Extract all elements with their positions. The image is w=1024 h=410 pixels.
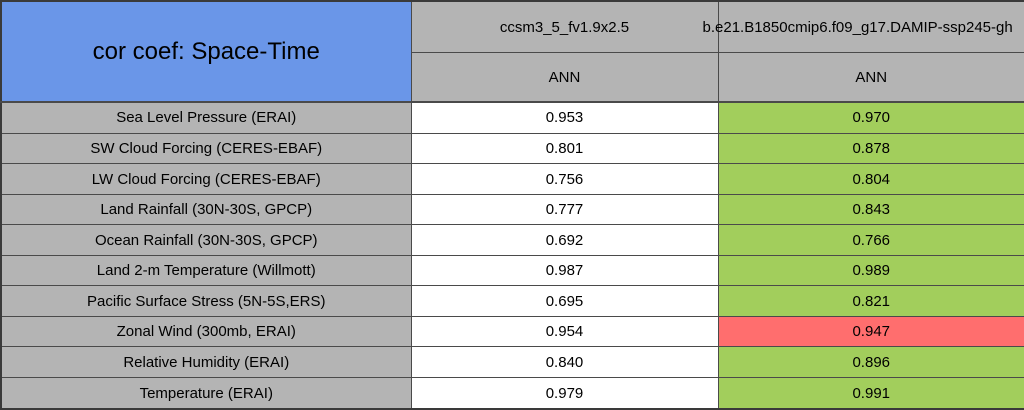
metric-value-cell: 0.804 [717,163,1024,195]
table-row: Zonal Wind (300mb, ERAI) 0.954 0.947 [0,315,1024,348]
column-header-model-1: ccsm3_5_fv1.9x2.5 [410,0,719,53]
column-header-model-2-label: b.e21.B1850cmip6.f09_g17.DAMIP-ssp245-gh [702,18,1013,36]
metric-value-cell: 0.821 [717,285,1024,317]
metric-value-cell: 0.989 [717,254,1024,287]
metric-value-cell: 0.954 [410,315,719,348]
table-title: cor coef: Space-Time [0,0,412,103]
row-label: LW Cloud Forcing (CERES-EBAF) [0,163,412,195]
table-row: Relative Humidity (ERAI) 0.840 0.896 [0,346,1024,378]
table-row: Land Rainfall (30N-30S, GPCP) 0.777 0.84… [0,193,1024,226]
metric-value-cell: 0.756 [410,163,719,195]
metric-value-cell: 0.766 [717,224,1024,256]
metric-value-cell: 0.843 [717,193,1024,226]
table-row: Ocean Rainfall (30N-30S, GPCP) 0.692 0.7… [0,224,1024,256]
metric-value-cell: 0.692 [410,224,719,256]
table-row: LW Cloud Forcing (CERES-EBAF) 0.756 0.80… [0,163,1024,195]
metric-value-cell: 0.801 [410,132,719,165]
row-label: Zonal Wind (300mb, ERAI) [0,315,412,348]
column-header-model-2: b.e21.B1850cmip6.f09_g17.DAMIP-ssp245-gh [703,0,1024,53]
metric-value-cell: 0.991 [717,377,1024,410]
row-label: Temperature (ERAI) [0,377,412,410]
season-header-2: ANN [717,52,1024,103]
row-label: Relative Humidity (ERAI) [0,346,412,378]
table-row: Sea Level Pressure (ERAI) 0.953 0.970 [0,101,1024,134]
row-label: Land Rainfall (30N-30S, GPCP) [0,193,412,226]
row-label: Pacific Surface Stress (5N-5S,ERS) [0,285,412,317]
metric-value-cell: 0.896 [717,346,1024,378]
row-label: Ocean Rainfall (30N-30S, GPCP) [0,224,412,256]
metric-value-cell: 0.970 [717,101,1024,134]
season-header-row: ANN ANN [1,52,1024,103]
metric-value-cell: 0.947 [717,315,1024,348]
model-header-row: cor coef: Space-Time ccsm3_5_fv1.9x2.5 b… [0,0,1024,103]
metric-value-cell: 0.878 [717,132,1024,165]
season-header-1: ANN [410,52,719,103]
metric-value-cell: 0.953 [410,101,719,134]
row-label: SW Cloud Forcing (CERES-EBAF) [0,132,412,165]
metric-value-cell: 0.695 [410,285,719,317]
row-label: Sea Level Pressure (ERAI) [0,101,412,134]
row-label: Land 2-m Temperature (Willmott) [0,254,412,287]
table-row: Pacific Surface Stress (5N-5S,ERS) 0.695… [0,285,1024,317]
metric-value-cell: 0.777 [410,193,719,226]
metric-value-cell: 0.979 [410,377,719,410]
table-row: Temperature (ERAI) 0.979 0.991 [0,377,1024,410]
table-row: Land 2-m Temperature (Willmott) 0.987 0.… [0,254,1024,287]
table-row: SW Cloud Forcing (CERES-EBAF) 0.801 0.87… [0,132,1024,165]
metric-value-cell: 0.840 [410,346,719,378]
metric-value-cell: 0.987 [410,254,719,287]
